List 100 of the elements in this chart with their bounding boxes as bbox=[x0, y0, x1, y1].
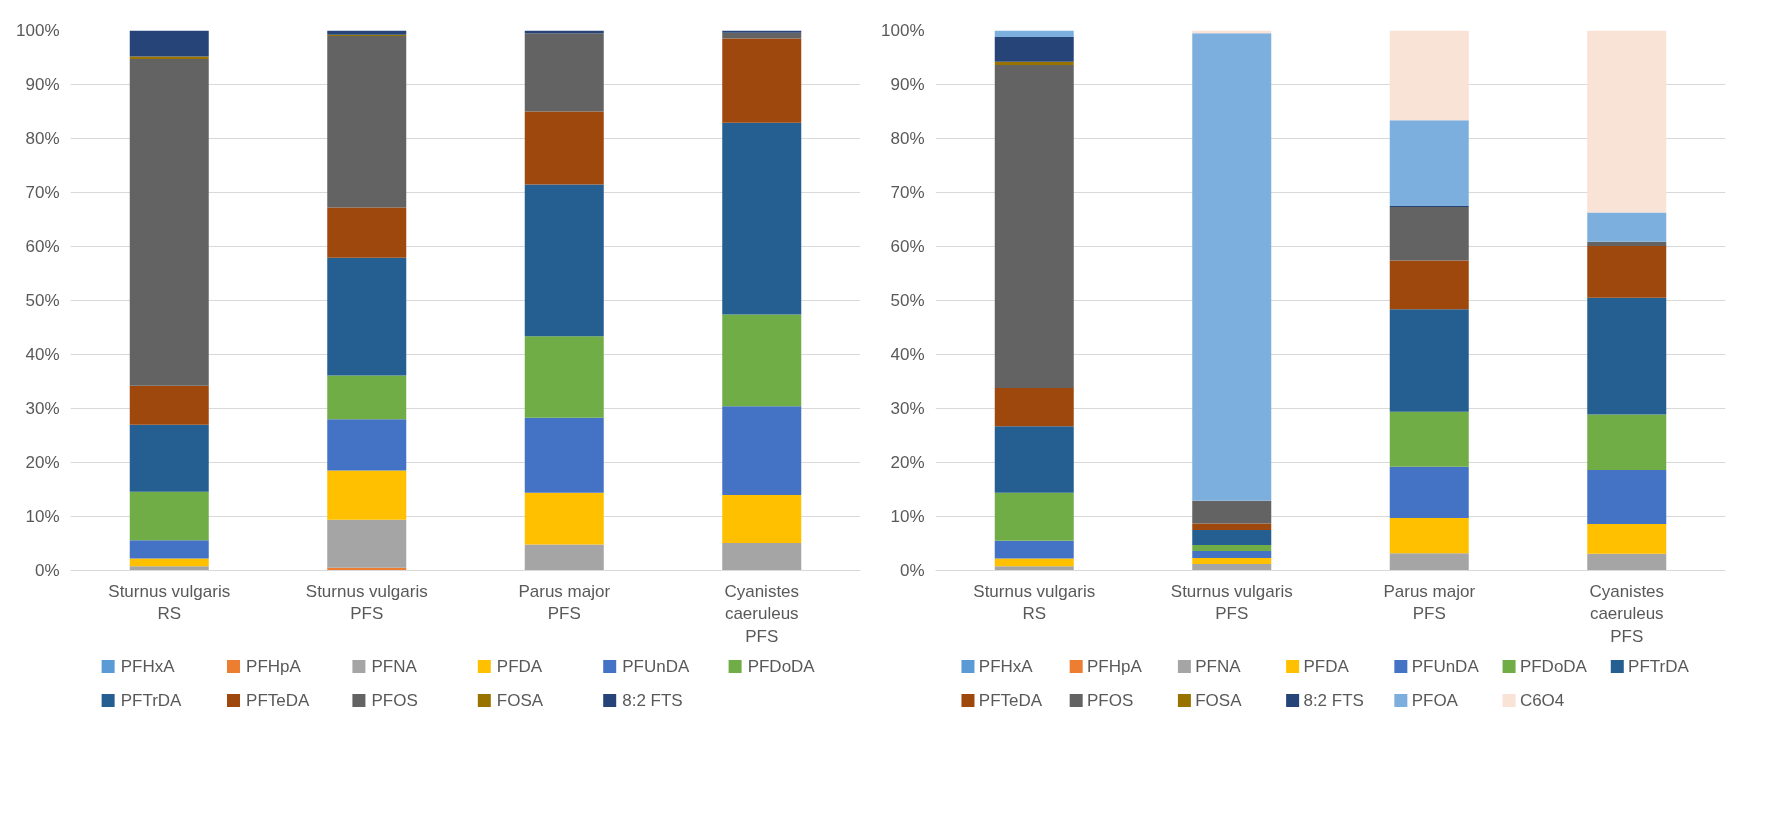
legend-label: PFDA bbox=[496, 657, 543, 676]
y-tick-label: 80% bbox=[890, 129, 925, 148]
legend-label: 8:2 FTS bbox=[1303, 691, 1364, 710]
bar bbox=[994, 558, 1074, 567]
bar bbox=[327, 375, 407, 420]
bar bbox=[722, 32, 802, 39]
bar bbox=[524, 33, 604, 112]
y-tick-label: 100% bbox=[881, 21, 925, 40]
bar bbox=[1389, 120, 1469, 206]
y-tick-label: 100% bbox=[16, 21, 60, 40]
x-tick-label: Cyanistes caeruleus PFS bbox=[1589, 581, 1665, 647]
y-tick-label: 0% bbox=[34, 561, 60, 580]
bar bbox=[524, 336, 604, 418]
bar bbox=[994, 566, 1074, 571]
bar bbox=[994, 36, 1074, 62]
bar bbox=[524, 492, 604, 545]
bar bbox=[524, 544, 604, 571]
bar bbox=[1192, 551, 1272, 559]
y-tick-label: 50% bbox=[890, 291, 925, 310]
bar bbox=[524, 111, 604, 185]
bar bbox=[1587, 470, 1667, 525]
x-tick-label: Cyanistes caeruleus PFS bbox=[724, 581, 800, 647]
legend-label: PFTeDA bbox=[978, 691, 1043, 710]
legend-label: PFHpA bbox=[1087, 657, 1143, 676]
x-tick-label: Sturnus vulgaris PFS bbox=[1170, 581, 1293, 624]
bar bbox=[1587, 414, 1667, 471]
bar bbox=[722, 38, 802, 123]
bar bbox=[129, 424, 209, 492]
y-tick-label: 50% bbox=[25, 291, 60, 310]
bar bbox=[129, 385, 209, 425]
bar bbox=[1587, 30, 1667, 213]
legend-label: PFNA bbox=[371, 657, 418, 676]
bar bbox=[994, 387, 1074, 427]
bar bbox=[327, 257, 407, 376]
bar bbox=[524, 417, 604, 493]
y-tick-label: 10% bbox=[890, 507, 925, 526]
bar bbox=[1389, 309, 1469, 412]
bar bbox=[1587, 297, 1667, 415]
y-tick-label: 90% bbox=[890, 75, 925, 94]
bar bbox=[1587, 241, 1667, 246]
y-tick-label: 70% bbox=[890, 183, 925, 202]
legend-label: 8:2 FTS bbox=[622, 691, 683, 710]
legend-label: FOSA bbox=[1195, 691, 1243, 710]
bar bbox=[1389, 260, 1469, 310]
bar bbox=[1587, 524, 1667, 554]
legend-label: PFTrDA bbox=[1628, 657, 1690, 676]
legend-label: PFOA bbox=[1411, 691, 1459, 710]
bar bbox=[129, 540, 209, 559]
bar bbox=[994, 61, 1074, 66]
bar bbox=[722, 494, 802, 543]
legend-label: PFDoDA bbox=[1519, 657, 1588, 676]
bar bbox=[1389, 207, 1469, 261]
bar bbox=[722, 314, 802, 407]
y-tick-label: 80% bbox=[25, 129, 60, 148]
y-tick-label: 90% bbox=[25, 75, 60, 94]
bar bbox=[722, 30, 802, 33]
bar bbox=[994, 65, 1074, 388]
y-tick-label: 10% bbox=[25, 507, 60, 526]
bar bbox=[994, 426, 1074, 493]
x-tick-label: Parus major PFS bbox=[1383, 581, 1476, 624]
legend-label: PFDoDA bbox=[747, 657, 816, 676]
bar bbox=[327, 470, 407, 520]
legend-label: PFUnDA bbox=[622, 657, 690, 676]
y-tick-label: 40% bbox=[25, 345, 60, 364]
legend-label: PFHxA bbox=[978, 657, 1034, 676]
legend-label: PFHpA bbox=[246, 657, 302, 676]
bar bbox=[129, 56, 209, 60]
x-tick-label: Parus major PFS bbox=[518, 581, 611, 624]
y-tick-label: 60% bbox=[890, 237, 925, 256]
legend-label: PFOS bbox=[1087, 691, 1134, 710]
bar bbox=[327, 35, 407, 208]
bar bbox=[722, 406, 802, 495]
legend-label: PFUnDA bbox=[1411, 657, 1480, 676]
bar bbox=[327, 519, 407, 568]
y-tick-label: 40% bbox=[890, 345, 925, 364]
bar bbox=[129, 59, 209, 386]
bar bbox=[994, 540, 1074, 559]
bar bbox=[1587, 212, 1667, 242]
bar bbox=[129, 491, 209, 541]
y-tick-label: 30% bbox=[25, 399, 60, 418]
bar bbox=[129, 558, 209, 567]
x-tick-label: Sturnus vulgaris PFS bbox=[305, 581, 428, 624]
bar bbox=[327, 30, 407, 35]
bar bbox=[1587, 553, 1667, 571]
bar bbox=[1389, 553, 1469, 571]
bar bbox=[129, 30, 209, 57]
bar bbox=[327, 207, 407, 258]
bar bbox=[1192, 523, 1272, 530]
y-tick-label: 20% bbox=[25, 453, 60, 472]
bar bbox=[994, 492, 1074, 541]
y-tick-label: 20% bbox=[890, 453, 925, 472]
bar bbox=[1389, 30, 1469, 121]
legend-label: PFDA bbox=[1303, 657, 1350, 676]
bar bbox=[1389, 466, 1469, 519]
bar bbox=[129, 566, 209, 571]
x-tick-label: Sturnus vulgaris RS bbox=[973, 581, 1096, 624]
bar bbox=[1389, 518, 1469, 554]
bar bbox=[524, 184, 604, 337]
bar bbox=[1389, 411, 1469, 467]
legend-label: C6O4 bbox=[1519, 691, 1565, 710]
